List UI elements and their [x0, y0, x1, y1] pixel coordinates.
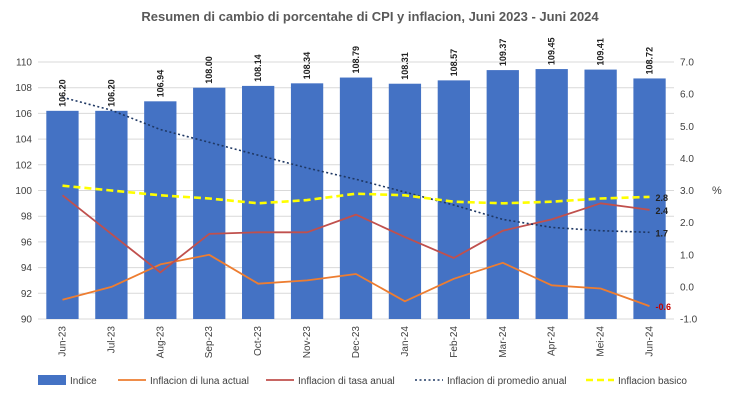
- bar-data-labels: 106.20 106.20 106.94 108.00 108.14 108.34 108.…: [57, 38, 654, 107]
- bar-series: [46, 69, 666, 320]
- legend-label-indice: Indice: [70, 376, 97, 387]
- x-category-label: Jun-24: [645, 326, 656, 357]
- bar-value-label: 108.57: [449, 49, 459, 77]
- bar-indice-apr-24: [535, 69, 568, 319]
- end-label-inflacion-di-tasa-anual: 2.4: [656, 206, 669, 216]
- y-left-tick-label: 94: [21, 263, 33, 274]
- x-category-label: Jun-23: [57, 326, 68, 357]
- bar-indice-jan-24: [388, 83, 422, 320]
- x-category-label: Apr-24: [547, 326, 558, 356]
- line-series: [61, 96, 650, 307]
- end-label-inflacion-basico: 2.8: [656, 193, 669, 203]
- legend-label-inflacion-di-tasa-anual: Inflacion di tasa anual: [298, 376, 395, 387]
- y-right-tick-label: 0.0: [680, 282, 694, 293]
- y-left-tick-label: 96: [21, 237, 33, 248]
- bar-value-label: 109.45: [547, 38, 557, 66]
- bar-value-label: 108.14: [253, 54, 263, 82]
- legend: Indice Inflacion di luna actual Inflacion …: [38, 375, 687, 387]
- y-left-tick-label: 100: [15, 186, 32, 197]
- bar-indice-sep-23: [193, 87, 226, 319]
- bar-indice-jul-23: [95, 110, 128, 319]
- y-right-tick-label: 4.0: [680, 154, 694, 165]
- x-category-label: Feb-24: [449, 326, 460, 358]
- line-inflacion-di-luna-actual: [62, 253, 650, 307]
- legend-label-inflacion-basico: Inflacion basico: [618, 376, 687, 387]
- x-category-label: Mar-24: [498, 326, 509, 358]
- bar-indice-oct-23: [242, 85, 275, 319]
- bar-value-label: 108.00: [204, 56, 214, 84]
- bar-value-label: 108.31: [400, 52, 410, 80]
- bar-indice-mar-24: [486, 70, 519, 320]
- bar-value-label: 109.41: [596, 38, 606, 66]
- legend-label-inflacion-di-promedio-anual: Inflacion di promedio anual: [447, 376, 567, 387]
- bar-value-label: 108.79: [351, 46, 361, 74]
- y-left-tick-label: 108: [15, 83, 32, 94]
- legend-label-inflacion-di-luna-actual: Inflacion di luna actual: [150, 376, 249, 387]
- y-left-tick-label: 102: [15, 160, 32, 171]
- x-axis-categories: Jun-23 Jul-23 Aug-23 Sep-23 Oct-23 Nov-23 Dec-…: [57, 326, 655, 359]
- y-left-tick-label: 98: [21, 212, 33, 223]
- x-category-label: Jan-24: [400, 326, 411, 357]
- bar-indice-jun-24: [633, 78, 666, 319]
- y-left-tick-label: 90: [21, 315, 33, 326]
- bar-value-label: 106.94: [155, 70, 165, 98]
- x-category-label: Mei-24: [596, 326, 607, 357]
- legend-swatch-indice: [38, 375, 66, 385]
- y-left-tick-label: 92: [21, 289, 33, 300]
- bar-value-label: 106.20: [57, 79, 67, 107]
- y-left-tick-label: 106: [15, 109, 32, 120]
- bar-value-label: 109.37: [498, 39, 508, 67]
- x-category-label: Dec-23: [351, 326, 362, 359]
- end-label-inflacion-di-promedio-anual: 1.7: [656, 228, 669, 238]
- x-category-label: Jul-23: [106, 326, 117, 354]
- bar-indice-mei-24: [584, 69, 617, 319]
- y-axis-left: 90 92 94 96 98 100 102 104 106 108 110: [15, 58, 32, 326]
- x-category-label: Oct-23: [253, 326, 264, 356]
- bar-value-label: 108.72: [645, 47, 655, 75]
- y-axis-right-unit: %: [712, 185, 722, 197]
- chart-title: Resumen di cambio di porcentahe di CPI y…: [141, 9, 599, 24]
- line-end-labels: -0.6 2.4 1.7 2.8: [656, 193, 672, 312]
- y-right-tick-label: -1.0: [680, 315, 698, 326]
- y-right-tick-label: 6.0: [680, 90, 694, 101]
- y-right-tick-label: 1.0: [680, 250, 694, 261]
- y-left-tick-label: 104: [15, 135, 32, 146]
- end-label-inflacion-di-luna-actual: -0.6: [656, 302, 672, 312]
- y-right-tick-label: 3.0: [680, 186, 694, 197]
- y-right-tick-label: 5.0: [680, 122, 694, 133]
- x-category-label: Nov-23: [302, 326, 313, 359]
- y-right-tick-label: 2.0: [680, 218, 694, 229]
- x-category-label: Aug-23: [155, 326, 166, 359]
- bar-indice-dec-23: [339, 77, 373, 320]
- y-left-tick-label: 110: [16, 58, 32, 69]
- y-axis-right: -1.0 0.0 1.0 2.0 3.0 4.0 5.0 6.0 7.0: [680, 58, 698, 326]
- bar-indice-aug-23: [144, 101, 177, 319]
- x-category-label: Sep-23: [204, 326, 215, 359]
- bar-value-label: 106.20: [106, 79, 116, 107]
- bar-value-label: 108.34: [302, 52, 312, 80]
- y-right-tick-label: 7.0: [680, 58, 694, 69]
- line-inflacion-di-tasa-anual: [61, 194, 650, 274]
- bar-indice-jun-23: [46, 110, 79, 319]
